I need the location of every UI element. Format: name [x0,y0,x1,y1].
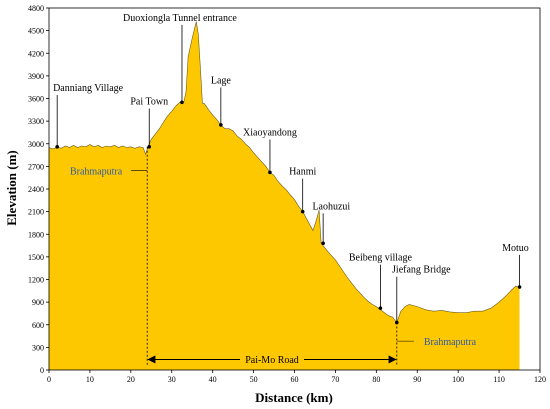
y-tick-label: 1200 [28,276,44,285]
y-tick-label: 2100 [28,208,44,217]
x-tick-label: 120 [534,375,546,384]
road-label: Pai-Mo Road [245,355,299,366]
y-tick-label: 4800 [28,4,44,13]
annotation-label: Laohuzui [312,201,350,212]
annotation-label: Beibeng village [349,253,413,264]
y-tick-label: 3000 [28,140,44,149]
y-tick-label: 900 [32,298,44,307]
y-tick-label: 300 [32,343,44,352]
x-tick-label: 70 [331,375,339,384]
y-axis-label: Elevation (m) [4,150,19,225]
annotation-label: Hanmi [289,167,316,178]
x-tick-label: 0 [47,375,51,384]
annotation-point [268,170,272,175]
y-tick-label: 0 [40,366,44,375]
x-tick-label: 110 [493,375,505,384]
annotation-point [55,144,59,149]
annotation-point [219,123,223,127]
river-label: Brahmaputra [424,337,477,348]
y-tick-label: 3900 [28,72,44,81]
annotation-label: Duoxiongla Tunnel entrance [123,13,237,24]
annotation-point [300,209,305,214]
x-tick-label: 60 [291,375,299,384]
annotation-label: Xiaoyandong [243,127,297,138]
x-axis-label: Distance (km) [255,390,333,405]
annotation-point [147,144,152,149]
annotation-point [321,241,325,246]
annotation-label: Danniang Village [53,83,124,94]
x-tick-label: 50 [250,375,258,384]
elevation-area [49,21,520,370]
y-tick-label: 1800 [28,230,44,239]
y-tick-label: 2400 [28,185,44,194]
annotation-point [378,306,383,310]
x-tick-label: 10 [86,375,94,384]
annotation-point [517,285,522,289]
annotation-label: Motuo [502,243,529,254]
annotation-point [180,100,184,105]
y-tick-label: 1500 [28,253,44,262]
plot-area: 0 10 20 30 40 50 60 70 80 90 100 110 120030060090012… [28,4,546,384]
y-tick-label: 2700 [28,162,44,171]
x-tick-label: 100 [452,375,464,384]
x-tick-label: 20 [127,375,135,384]
annotation-label: Jiefang Bridge [392,265,451,276]
x-tick-label: 40 [209,375,217,384]
y-tick-label: 4500 [28,27,44,36]
y-tick-label: 3600 [28,95,44,104]
x-tick-label: 30 [168,375,176,384]
x-tick-label: 80 [372,375,380,384]
y-tick-label: 600 [32,321,44,330]
river-label: Brahmaputra [70,167,123,178]
y-tick-label: 3300 [28,117,44,126]
annotation-point [394,320,399,325]
elevation-line [48,21,520,324]
annotation-label: Lage [211,75,232,86]
annotation-label: Pai Town [130,97,168,108]
y-tick-label: 4200 [28,49,44,58]
x-tick-label: 90 [413,375,421,384]
